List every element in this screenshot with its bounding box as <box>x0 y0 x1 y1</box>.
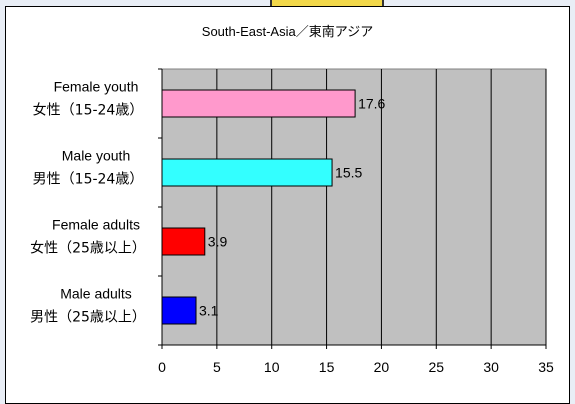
x-tick-label: 25 <box>428 359 444 375</box>
bar-value-label: 17.6 <box>358 96 385 112</box>
bar <box>161 296 197 325</box>
category-label-ja: 女性（25歳以上） <box>30 240 146 257</box>
bar <box>161 89 356 118</box>
x-tick-label: 20 <box>374 359 390 375</box>
x-tick-label: 10 <box>264 359 280 375</box>
category-label-en: Female youth <box>54 79 139 95</box>
category-label-en: Male youth <box>62 148 130 164</box>
bar-chart: 0 5 10 15 20 25 30 35 17.6 Female youth 女性（15-24歳）… <box>30 68 554 375</box>
category-label-en: Male adults <box>60 286 132 302</box>
bar-value-label: 3.1 <box>199 303 219 319</box>
background-decoration-top <box>270 0 384 6</box>
x-tick-label: 5 <box>213 359 221 375</box>
category-label-ja: 女性（15-24歳） <box>33 102 144 119</box>
x-tick-label: 0 <box>158 359 166 375</box>
bar <box>161 158 333 187</box>
category-label-ja: 男性（15-24歳） <box>33 172 144 188</box>
chart-title: South-East-Asia／東南アジア <box>201 24 374 39</box>
bar-value-label: 3.9 <box>208 234 228 250</box>
x-tick-label: 35 <box>538 359 554 375</box>
category-label-en: Female adults <box>52 217 140 233</box>
x-tick-label: 15 <box>319 359 335 375</box>
bar <box>161 227 206 256</box>
chart-frame: South-East-Asia／東南アジア 0 5 10 15 20 25 30 35 17.6… <box>5 6 570 404</box>
category-label-ja: 男性（25歳以上） <box>30 310 146 326</box>
bar-value-label: 15.5 <box>335 165 362 181</box>
x-tick-label: 30 <box>483 359 499 375</box>
